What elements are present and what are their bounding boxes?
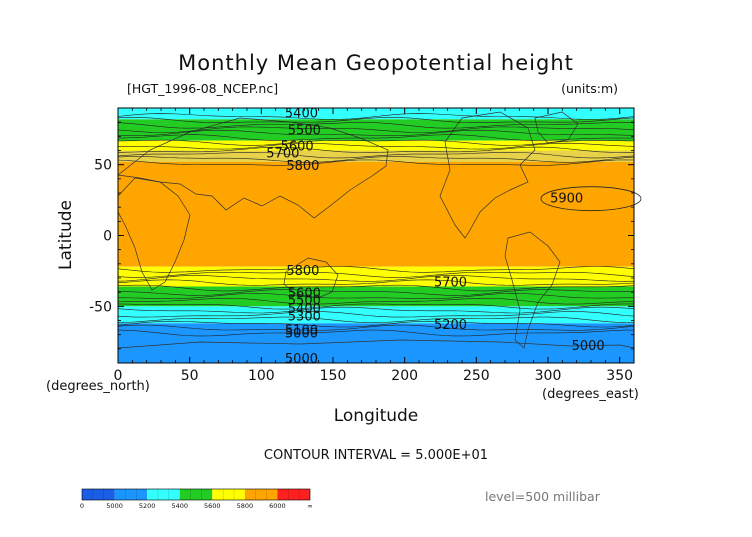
x-tick-label-100: 100	[248, 368, 275, 384]
contour-label-5900: 5900	[550, 192, 583, 207]
x-tick-label-300: 300	[535, 368, 562, 384]
colorbar-swatch-4	[212, 489, 245, 500]
contour-line-19	[117, 298, 635, 305]
antarctica-outline	[117, 339, 635, 349]
colorbar-frame	[81, 488, 311, 501]
contour-label-5400: 5400	[288, 302, 321, 317]
y-tick-label-50: 50	[94, 158, 112, 174]
contour-labels: 5400550056005700580059005800570056005500…	[266, 107, 604, 367]
contour-line-10	[117, 156, 635, 163]
colorbar-label-4: 5600	[204, 502, 221, 510]
contour-label-5000: 5000	[285, 352, 318, 367]
x-tick-label-0: 0	[114, 368, 123, 384]
units-label: (units:m)	[561, 81, 618, 96]
colorbar-swatch-0	[82, 489, 115, 500]
color-band-9	[118, 337, 634, 363]
contour-line-25	[117, 324, 635, 331]
colorbar-swatch-6	[277, 489, 310, 500]
europe-asia-outline	[117, 117, 389, 219]
contour-label-5100: 5100	[285, 323, 318, 338]
contour-line-22	[117, 311, 635, 318]
contour-line-2	[117, 122, 635, 129]
contour-line-26	[117, 329, 634, 337]
colorbar-label-3: 5400	[171, 502, 188, 510]
color-band-4	[118, 161, 634, 267]
x-tick-label-200: 200	[391, 368, 418, 384]
contour-line-12	[117, 266, 635, 273]
contour-label-5500: 5500	[288, 294, 321, 309]
contour-line-4	[117, 129, 635, 136]
y-tick-label--50: -50	[89, 299, 112, 315]
x-ticks: 0 50 100 150 200 250 300 350	[114, 108, 633, 384]
file-label: [HGT_1996-08_NCEP.nc]	[127, 81, 278, 96]
colorbar-label-1: 5000	[106, 502, 123, 510]
south-america-outline	[504, 231, 561, 349]
contour-line-24	[117, 320, 635, 328]
contour-lines	[117, 113, 642, 337]
contour-label-5000: 5000	[285, 326, 318, 341]
contour-label-5200: 5200	[434, 318, 467, 333]
contour-line-6	[117, 139, 635, 146]
contour-line-5	[117, 134, 634, 141]
contour-label-5500: 5500	[288, 124, 321, 139]
chart-title: Monthly Mean Geopotential height	[178, 51, 574, 75]
colorbar-label-7: ∞	[307, 502, 312, 510]
colorbar-swatch-2	[147, 489, 180, 500]
contour-line-1	[117, 117, 635, 124]
x-tick-label-250: 250	[463, 368, 490, 384]
contour-label-5300: 5300	[288, 309, 321, 324]
y-ticks: -50 0 50	[89, 121, 634, 350]
colorbar-swatch-3	[179, 489, 213, 500]
contour-line-16	[117, 284, 635, 292]
level-text: level=500 millibar	[485, 489, 601, 504]
colorbar-label-2: 5200	[139, 502, 156, 510]
contour-line-11	[117, 159, 635, 166]
contour-line-23	[117, 316, 635, 324]
x-tick-label-350: 350	[606, 368, 633, 384]
x-unit-label: (degrees_east)	[542, 387, 639, 402]
contour-5900-loop	[540, 186, 642, 212]
contour-line-15	[117, 279, 635, 286]
colorbar-label-6: 6000	[269, 502, 286, 510]
contour-label-5600: 5600	[281, 139, 314, 154]
contour-line-7	[117, 142, 635, 150]
contour-line-18	[118, 292, 634, 300]
contour-line-8	[117, 146, 635, 153]
contour-line-3	[117, 126, 635, 133]
colorbar: 0 5000 5200 5400 5600 5800 6000 ∞	[80, 488, 313, 510]
contour-label-5000: 5000	[572, 339, 605, 354]
color-band-2	[118, 140, 634, 151]
contour-line-0	[117, 113, 635, 120]
contour-label-5700: 5700	[434, 275, 467, 290]
y-axis-label: Latitude	[56, 200, 76, 270]
contour-interval-text: CONTOUR INTERVAL = 5.000E+01	[264, 448, 488, 463]
color-band-0	[118, 108, 634, 120]
north-america-outline	[439, 111, 536, 239]
x-tick-label-50: 50	[181, 368, 199, 384]
colorbar-label-0: 0	[80, 502, 84, 510]
y-unit-label: (degrees_north)	[46, 379, 150, 394]
contour-label-5800: 5800	[286, 264, 319, 279]
y-tick-label-0: 0	[103, 229, 112, 245]
colorbar-swatch-5	[244, 489, 278, 500]
contour-label-5600: 5600	[288, 287, 321, 302]
contour-line-9	[117, 152, 635, 159]
greenland-outline	[534, 111, 579, 144]
contour-line-21	[117, 306, 635, 314]
contour-label-5400: 5400	[285, 107, 318, 122]
contour-label-5800: 5800	[286, 159, 319, 174]
contour-line-20	[117, 303, 634, 310]
contour-label-5700: 5700	[266, 146, 299, 161]
color-band-7	[118, 306, 634, 324]
x-tick-label-150: 150	[320, 368, 347, 384]
x-axis-label: Longitude	[334, 406, 419, 426]
contour-line-17	[117, 289, 635, 296]
colorbar-swatch-1	[114, 489, 148, 500]
contour-line-13	[117, 272, 635, 278]
contour-line-14	[117, 275, 635, 282]
colorbar-label-5: 5800	[237, 502, 254, 510]
